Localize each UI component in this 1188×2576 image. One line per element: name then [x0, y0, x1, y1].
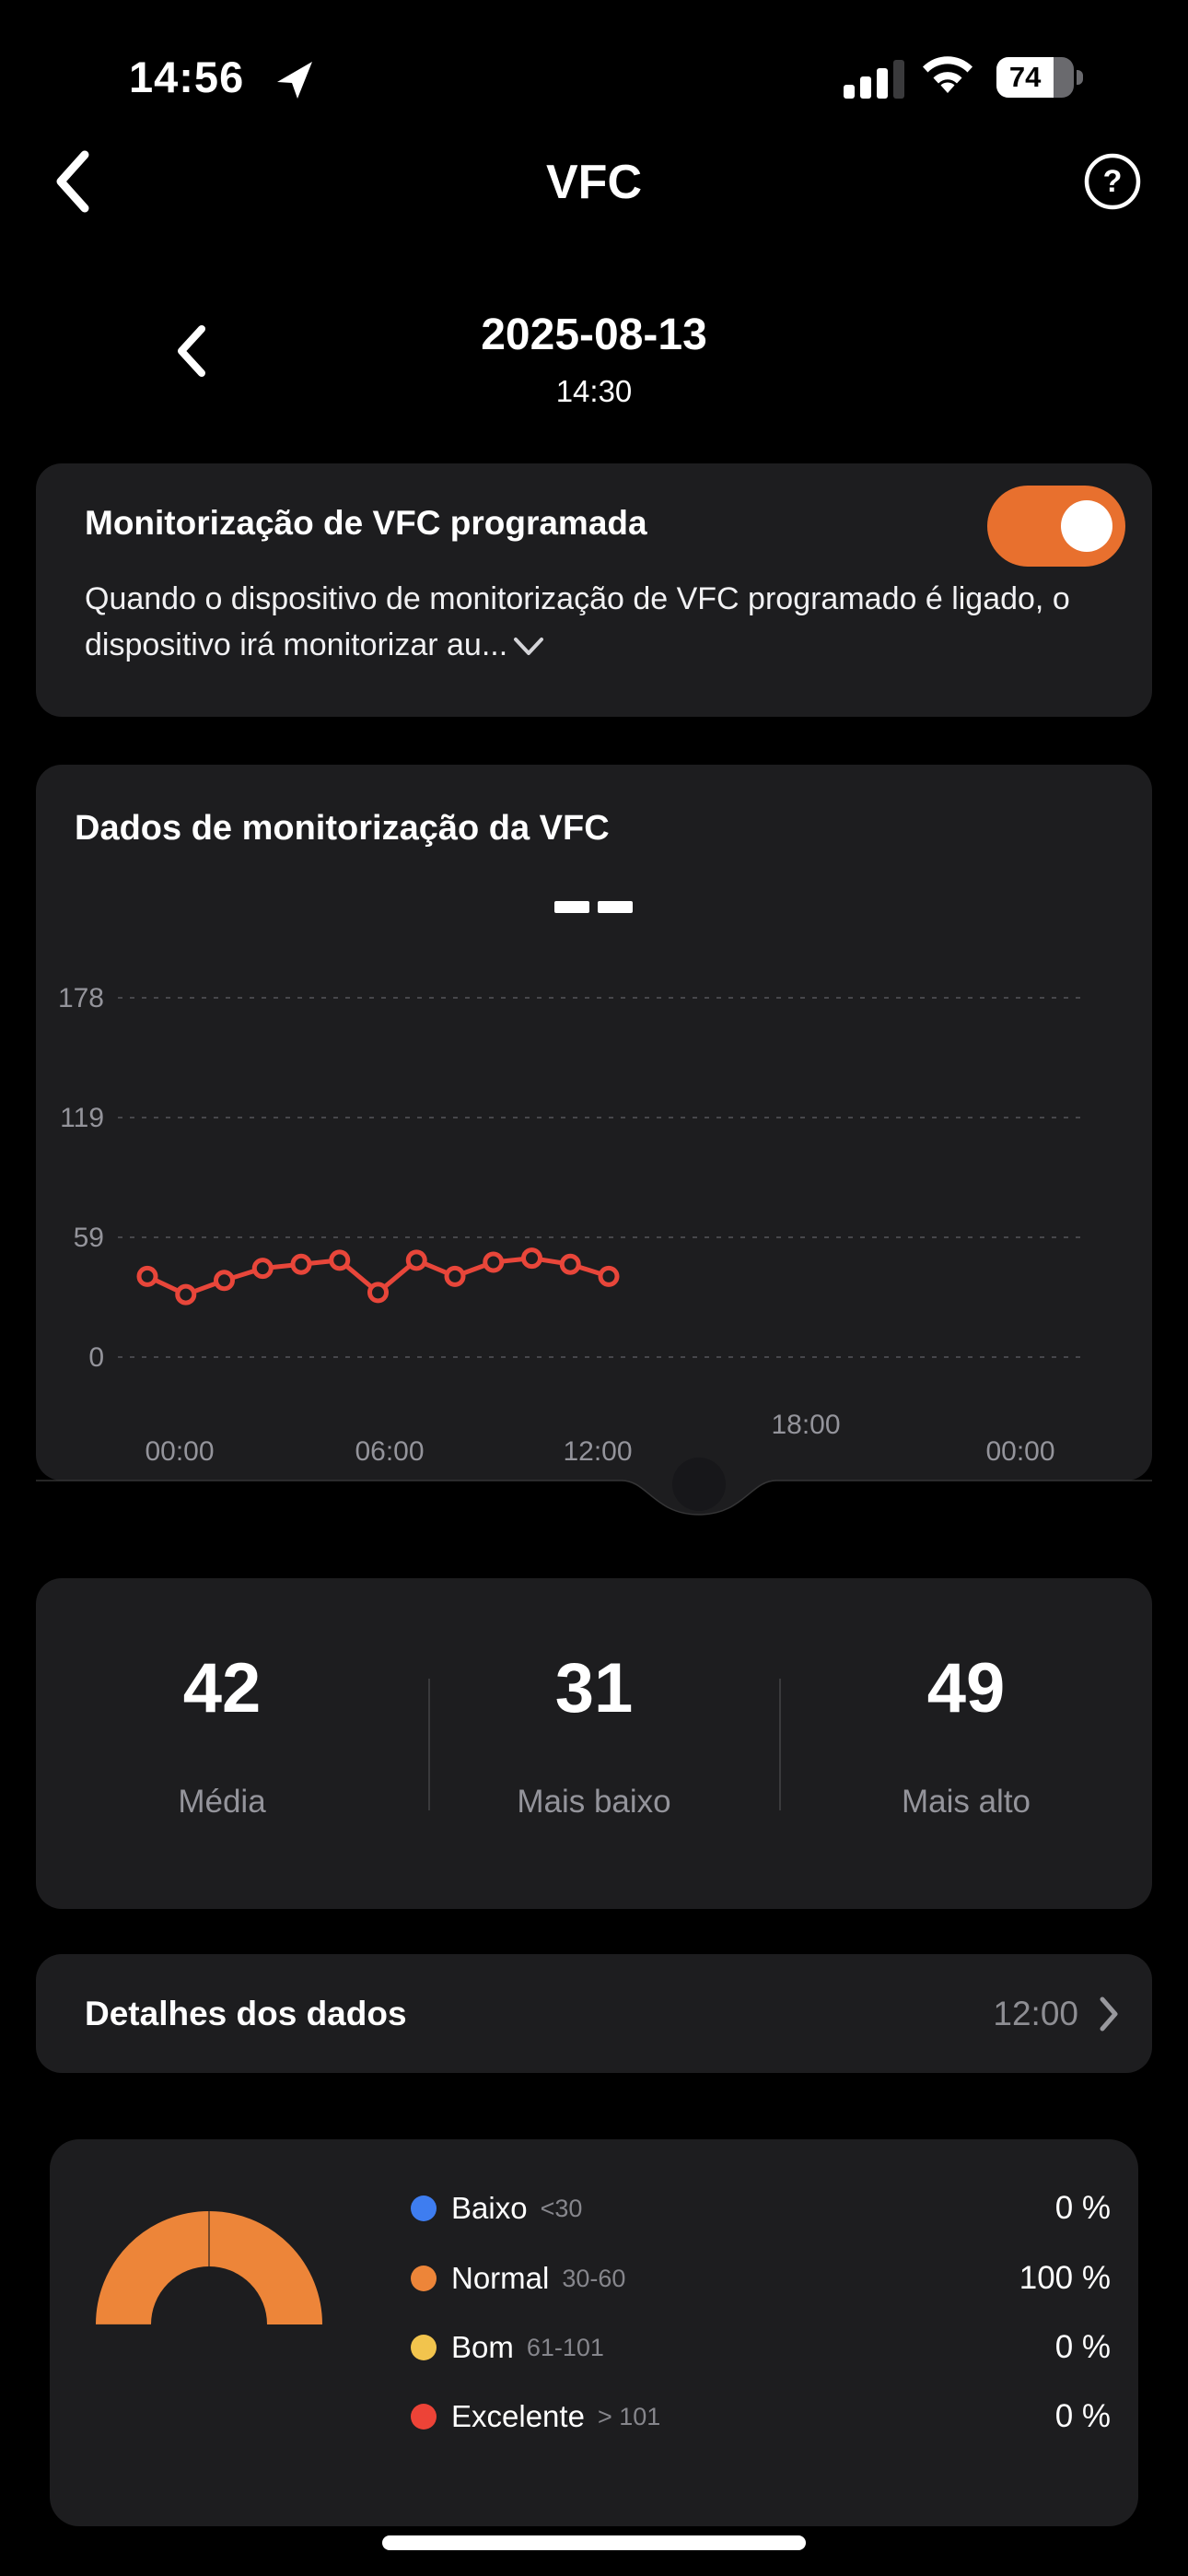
svg-text:12:00: 12:00 [563, 1436, 632, 1467]
svg-text:18:00: 18:00 [771, 1410, 840, 1440]
stats-card: 42 Média 31 Mais baixo 49 Mais alto [36, 1578, 1152, 1909]
legend-percent: 0 % [1054, 2190, 1111, 2226]
distribution-card: Baixo <30 0 % Normal 30-60 100 % Bom 61-101 0 % E… [50, 2139, 1138, 2526]
schedule-card-description: Quando o dispositivo de monitorização de… [85, 576, 1125, 670]
expand-chevron-down-icon[interactable] [513, 624, 544, 670]
status-time: 14:56 [129, 53, 245, 101]
legend-percent: 100 % [1019, 2260, 1111, 2296]
stat-average-label: Média [178, 1784, 266, 1820]
stat-lowest-label: Mais baixo [517, 1784, 671, 1820]
legend-row-baixo: Baixo <30 0 % [411, 2186, 1111, 2231]
stat-average: 42 Média [36, 1578, 408, 1909]
back-button[interactable] [52, 149, 92, 214]
stat-highest-label: Mais alto [901, 1784, 1031, 1820]
legend-range: 30-60 [562, 2264, 626, 2292]
legend-label: Bom [451, 2330, 514, 2364]
legend-dot-icon [411, 2195, 437, 2221]
schedule-monitoring-card: Monitorização de VFC programada Quando o… [36, 463, 1152, 717]
data-details-label: Detalhes dos dados [85, 1994, 407, 2032]
previous-day-button[interactable] [173, 324, 208, 378]
toggle-knob [1061, 500, 1112, 552]
data-details-row[interactable]: Detalhes dos dados 12:00 [36, 1954, 1152, 2073]
svg-text:119: 119 [60, 1103, 104, 1133]
stat-average-value: 42 [182, 1649, 262, 1727]
page-title: VFC [546, 156, 642, 209]
selected-date[interactable]: 2025-08-13 [481, 310, 707, 359]
svg-text:59: 59 [74, 1223, 104, 1253]
home-indicator[interactable] [382, 2535, 806, 2550]
location-arrow-icon [277, 62, 312, 99]
wifi-icon [923, 56, 973, 93]
hrv-chart-card: Dados de monitorização da VFC 0 59 119 178 0… [36, 765, 1152, 1481]
hrv-line-chart[interactable]: 0 59 119 178 00:00 06:00 12:00 18:00 00:00 [36, 765, 1152, 1481]
legend-row-bom: Bom 61-101 0 % [411, 2325, 1111, 2370]
distribution-donut-chart [96, 2211, 322, 2438]
svg-text:178: 178 [58, 983, 104, 1013]
legend-label: Normal [451, 2261, 550, 2295]
chevron-right-icon [1100, 1996, 1118, 2031]
stat-highest-value: 49 [926, 1649, 1006, 1727]
stat-lowest: 31 Mais baixo [408, 1578, 780, 1909]
legend-row-normal: Normal 30-60 100 % [411, 2256, 1111, 2301]
svg-text:00:00: 00:00 [145, 1436, 214, 1467]
battery-percent: 74 [1008, 61, 1042, 93]
legend-range: > 101 [597, 2402, 661, 2430]
legend-dot-icon [411, 2266, 437, 2291]
stat-lowest-value: 31 [554, 1649, 634, 1727]
schedule-toggle[interactable] [987, 486, 1125, 567]
legend-range: 61-101 [526, 2333, 604, 2361]
svg-text:?: ? [1103, 164, 1123, 199]
divider [779, 1679, 781, 1810]
legend-percent: 0 % [1054, 2398, 1111, 2434]
cellular-signal-icon [844, 60, 904, 99]
stat-highest: 49 Mais alto [780, 1578, 1152, 1909]
chart-scrubber-handle[interactable] [36, 1446, 1152, 1524]
legend-dot-icon [411, 2404, 437, 2430]
legend-label: Excelente [451, 2399, 585, 2433]
legend-dot-icon [411, 2335, 437, 2360]
legend-percent: 0 % [1054, 2329, 1111, 2365]
svg-text:0: 0 [88, 1342, 104, 1373]
data-details-time: 12:00 [993, 1994, 1078, 2032]
chart-title: Dados de monitorização da VFC [75, 809, 610, 848]
divider [428, 1679, 430, 1810]
battery-cap [1077, 70, 1083, 85]
svg-text:06:00: 06:00 [355, 1436, 424, 1467]
svg-text:00:00: 00:00 [985, 1436, 1054, 1467]
help-icon[interactable]: ? [1083, 152, 1142, 211]
schedule-card-title: Monitorização de VFC programada [85, 504, 647, 542]
legend-row-excelente: Excelente > 101 0 % [411, 2395, 1111, 2439]
legend-label: Baixo [451, 2191, 528, 2225]
battery-icon: 74 [996, 57, 1074, 98]
legend-range: <30 [540, 2194, 583, 2222]
selected-time: 14:30 [555, 374, 633, 408]
